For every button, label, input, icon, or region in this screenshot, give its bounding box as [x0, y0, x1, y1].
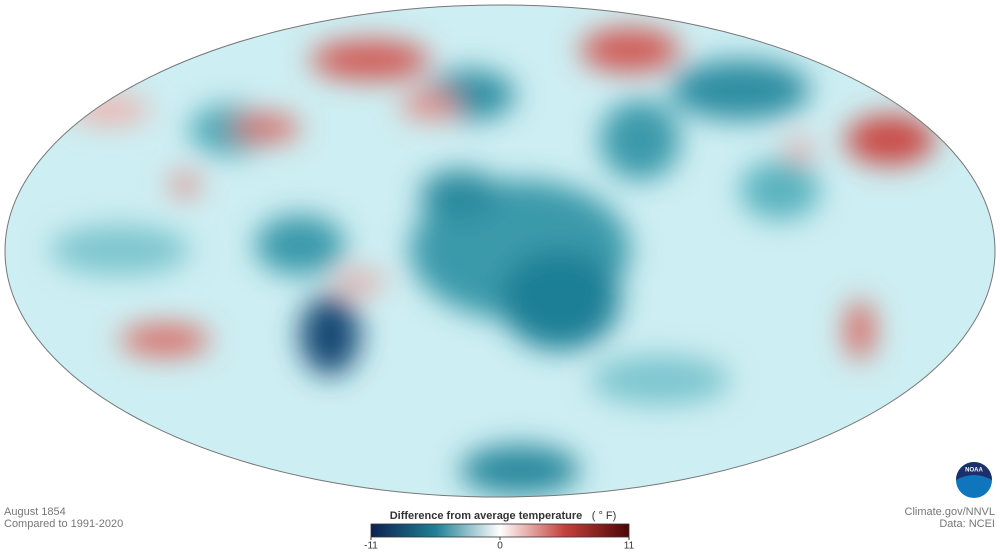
- date-label: August 1854: [4, 506, 66, 518]
- credit-label: Climate.gov/NNVL: [905, 506, 995, 518]
- colorbar-tick-label: 11: [624, 541, 635, 552]
- legend-unit: ( ° F): [592, 510, 617, 522]
- source-label: Data: NCEI: [939, 518, 995, 530]
- legend-title: Difference from average temperature: [390, 510, 583, 522]
- colorbar-tick-label: -11: [364, 541, 378, 552]
- noaa-logo: NOAA: [956, 462, 992, 498]
- colorbar: [370, 523, 630, 538]
- globe-outline: [4, 4, 996, 498]
- colorbar-tick-label: 0: [497, 541, 503, 552]
- logo-text: NOAA: [965, 468, 983, 474]
- globe-map: [5, 5, 995, 497]
- baseline-label: Compared to 1991-2020: [4, 518, 123, 530]
